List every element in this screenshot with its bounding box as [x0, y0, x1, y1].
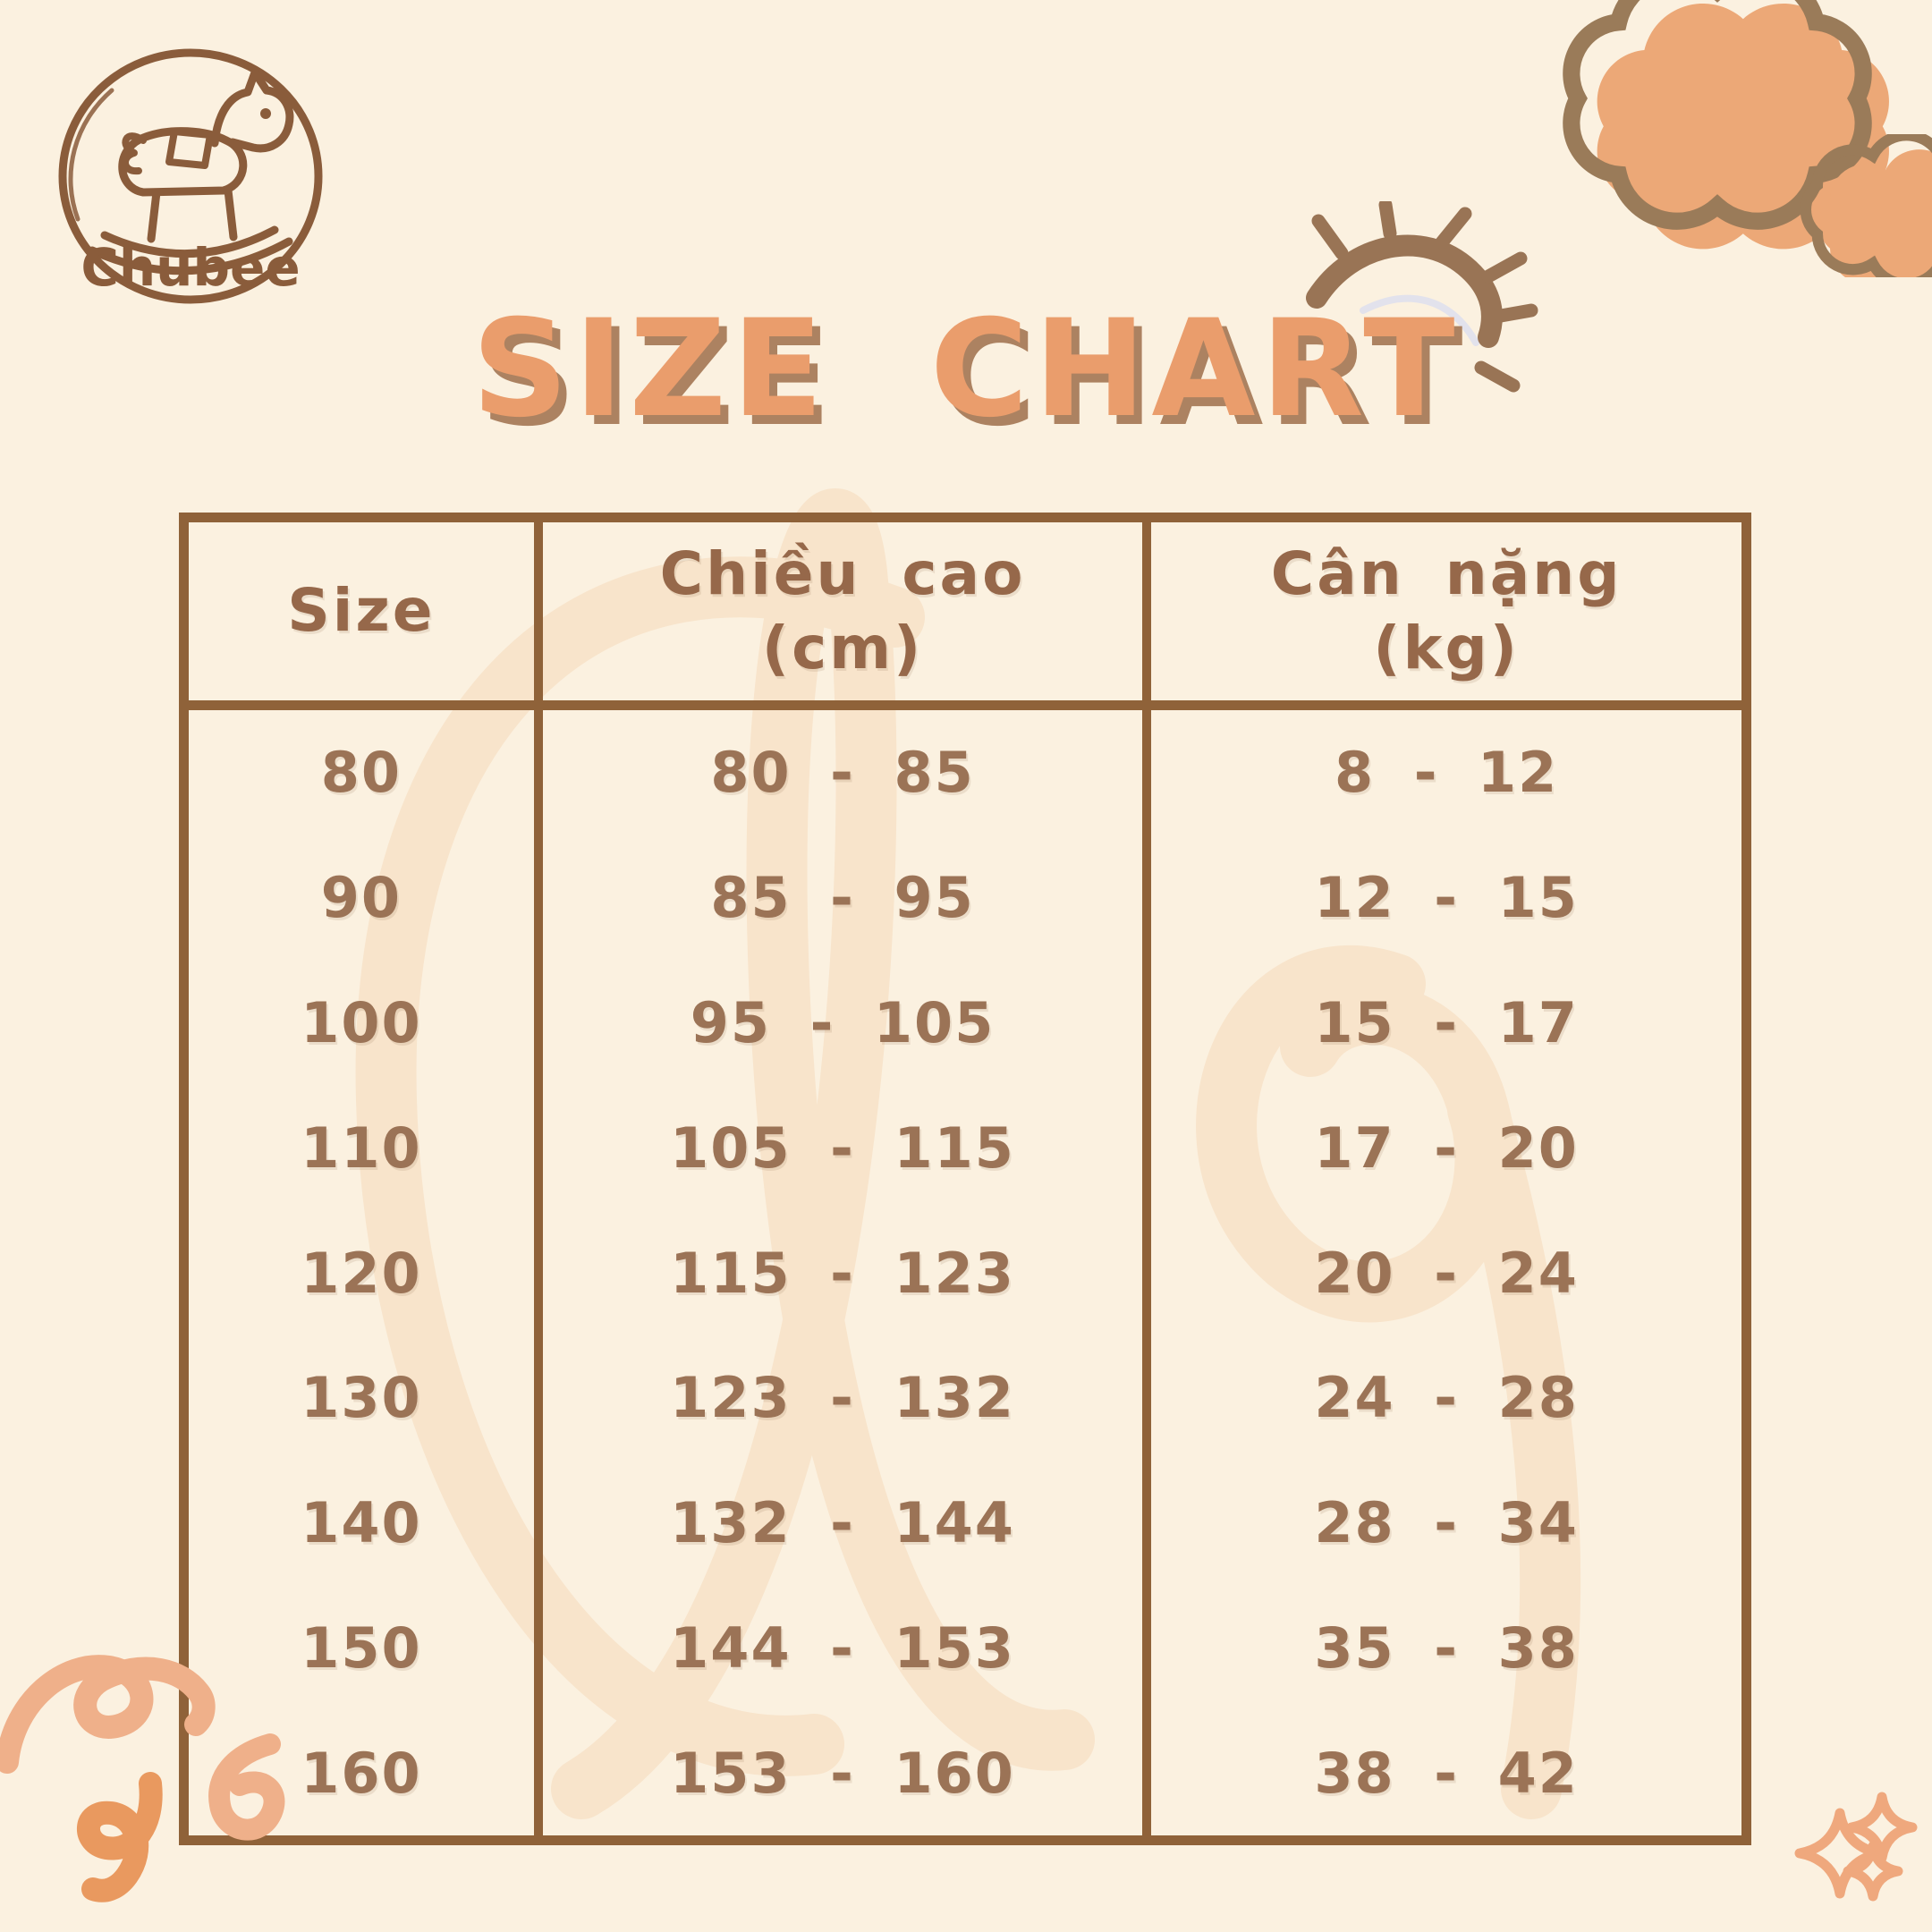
table-row: 80 80 - 85 8 - 12 [189, 710, 1741, 835]
cell-height: 105 - 115 [543, 1085, 1152, 1211]
table-row: 110 105 - 115 17 - 20 [189, 1085, 1741, 1211]
size-table: Size Chiều cao (cm) Cân nặng (kg) 80 80 -… [179, 513, 1751, 1845]
cell-size: 90 [189, 835, 543, 961]
brand-name: Chubee [80, 237, 300, 298]
header-size: Size [189, 522, 543, 700]
cell-size: 150 [189, 1585, 543, 1711]
cell-weight: 8 - 12 [1334, 740, 1559, 806]
cell-size: 130 [189, 1335, 543, 1461]
cell-weight: 12 - 15 [1314, 865, 1579, 931]
header-weight: Cân nặng (kg) [1270, 539, 1623, 682]
cell-height: 144 - 153 [543, 1585, 1152, 1711]
cell-size: 160 [189, 1710, 543, 1836]
table-row: 140 132 - 144 28 - 34 [189, 1460, 1741, 1586]
cell-size: 110 [189, 1085, 543, 1211]
cell-weight: 28 - 34 [1314, 1490, 1579, 1556]
table-row: 90 85 - 95 12 - 15 [189, 835, 1741, 961]
table-body: 80 80 - 85 8 - 12 90 85 - 95 12 - 15 100 95 - 1… [189, 710, 1741, 1836]
table-header-row: Size Chiều cao (cm) Cân nặng (kg) [189, 522, 1741, 710]
sun-icon [1297, 198, 1547, 407]
cell-height: 85 - 95 [543, 835, 1152, 961]
cell-weight: 17 - 20 [1314, 1114, 1579, 1181]
cell-height: 123 - 132 [543, 1335, 1152, 1461]
header-height: Chiều cao (cm) [543, 522, 1152, 700]
cell-size: 100 [189, 960, 543, 1086]
rocking-horse-icon [88, 68, 294, 275]
cell-weight: 20 - 24 [1314, 1240, 1579, 1306]
table-row: 150 144 - 153 35 - 38 [189, 1585, 1741, 1711]
cell-height: 115 - 123 [543, 1210, 1152, 1335]
table-row: 130 123 - 132 24 - 28 [189, 1335, 1741, 1461]
cell-height: 80 - 85 [543, 710, 1152, 835]
table-row: 160 153 - 160 38 - 42 [189, 1710, 1741, 1836]
logo-circle [58, 48, 323, 304]
brand-logo: Chubee [49, 40, 331, 322]
sparkle-icon [1794, 1792, 1918, 1902]
table-row: 100 95 - 105 15 - 17 [189, 960, 1741, 1086]
cell-height: 132 - 144 [543, 1460, 1152, 1586]
cell-size: 140 [189, 1460, 543, 1586]
cell-weight: 15 - 17 [1314, 989, 1579, 1055]
cell-height: 153 - 160 [543, 1710, 1152, 1836]
cell-height: 95 - 105 [543, 960, 1152, 1086]
squiggle-icon [0, 1655, 285, 1902]
cell-size: 120 [189, 1210, 543, 1335]
cell-weight: 38 - 42 [1314, 1740, 1579, 1806]
cell-size: 80 [189, 710, 543, 835]
cell-weight: 35 - 38 [1314, 1614, 1579, 1681]
page-title: SIZE CHART [471, 292, 1461, 447]
table-row: 120 115 - 123 20 - 24 [189, 1210, 1741, 1335]
cell-weight: 24 - 28 [1314, 1365, 1579, 1431]
cloud-icon-small [1789, 130, 1932, 299]
